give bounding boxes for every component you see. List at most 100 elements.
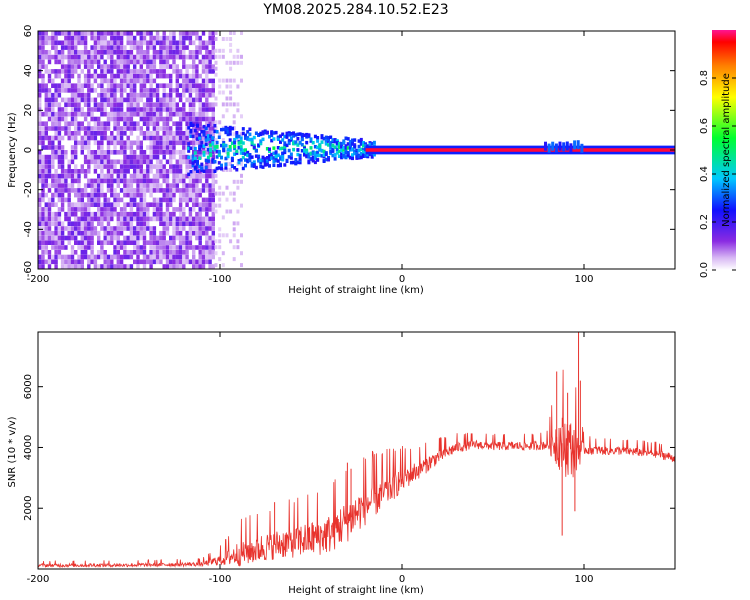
spectrogram-cell: [123, 50, 127, 55]
spectrogram-cell: [97, 64, 101, 69]
spectrogram-cell: [298, 132, 302, 136]
spectrogram-cell: [346, 142, 350, 146]
spectrogram-cell: [119, 240, 124, 245]
spectrogram-cell: [162, 45, 166, 50]
spectrogram-cell: [74, 69, 78, 74]
spectrogram-cell: [205, 26, 208, 31]
spectrogram-cell: [67, 64, 71, 69]
spectrogram-cell: [100, 254, 104, 260]
spectrogram-cell: [192, 97, 196, 103]
spectrogram-cell: [188, 240, 193, 245]
spectrogram-cell: [192, 230, 196, 236]
spectrogram-cell: [337, 149, 341, 154]
spectrogram-cell: [188, 173, 193, 179]
spectrogram-cell: [175, 131, 179, 136]
spectrogram-cell: [106, 188, 111, 193]
spectrogram-cell: [254, 154, 258, 158]
spectrogram-cell: [159, 245, 163, 250]
spectrogram-cell: [54, 254, 58, 260]
spectrogram-cell: [172, 35, 176, 41]
spectrogram-cell: [139, 50, 143, 55]
spectrogram-cell: [51, 140, 55, 146]
spectrogram-cell: [169, 116, 173, 122]
spectrogram-cell: [44, 245, 48, 250]
spectrogram-cell: [225, 209, 229, 214]
spectrogram-cell: [155, 92, 160, 98]
spectrogram-cell: [340, 152, 344, 156]
spectrogram-cell: [80, 107, 84, 112]
spectrogram-cell: [270, 152, 274, 157]
spectrogram-cell: [192, 31, 196, 36]
spectrogram-cell: [74, 116, 78, 122]
spectrogram-cell: [113, 111, 117, 117]
spectrogram-cell: [214, 173, 218, 178]
spectrogram-cell: [116, 45, 120, 50]
spectrogram-cell: [211, 154, 215, 160]
spectrogram-cell: [129, 178, 134, 184]
spectrogram-cell: [60, 183, 65, 188]
spectrogram-cell: [182, 92, 186, 98]
spectrogram-cell: [230, 164, 234, 168]
spectrogram-cell: [165, 178, 170, 184]
spectrogram-cell: [119, 107, 124, 112]
spectrogram-cell: [175, 69, 179, 74]
spectrogram-cell: [221, 251, 225, 256]
spectrogram-cell: [106, 111, 111, 117]
spectrogram-cell: [320, 140, 324, 144]
spectrogram-cell: [261, 159, 265, 163]
spectrogram-cell: [221, 138, 225, 143]
spectrogram-cell: [208, 202, 212, 207]
spectrogram-cell: [162, 121, 166, 126]
spectrogram-cell: [195, 126, 199, 131]
spectrogram-cell: [198, 164, 202, 169]
spectrogram-cell: [103, 178, 107, 184]
spectrogram-cell: [64, 69, 68, 74]
spectrogram-cell: [129, 173, 134, 179]
spectrogram-cell: [87, 73, 91, 79]
spectrogram-cell: [296, 137, 300, 141]
spectrogram-cell: [103, 40, 107, 46]
spectrogram-cell: [187, 146, 191, 151]
spectrogram-cell: [169, 202, 173, 207]
spectrogram-cell: [129, 126, 134, 131]
spectrogram-cell: [214, 203, 218, 208]
spectrogram-cell: [162, 88, 166, 93]
spectrogram-cell: [152, 50, 157, 55]
spectrogram-cell: [74, 59, 78, 65]
spectrogram-cell: [133, 69, 137, 74]
spectrogram-cell: [41, 35, 45, 41]
spectrogram-cell: [64, 245, 68, 250]
spectrogram-cell: [129, 192, 134, 198]
spectrogram-cell: [90, 116, 94, 122]
spectrogram-cell: [198, 88, 202, 93]
spectrogram-cell: [106, 226, 111, 231]
spectrogram-cell: [119, 226, 124, 231]
spectrogram-cell: [159, 259, 163, 265]
spectrogram-cell: [126, 78, 130, 84]
spectrogram-cell: [136, 173, 140, 179]
spectrogram-cell: [192, 40, 196, 46]
spectrogram-cell: [74, 92, 78, 98]
spectrogram-cell: [70, 83, 75, 88]
spectrogram-cell: [100, 264, 104, 269]
spectrogram-cell: [74, 131, 78, 136]
spectrogram-cell: [57, 111, 62, 117]
spectrogram-cell: [100, 50, 104, 55]
spectrogram-cell: [165, 216, 170, 222]
spectrogram-cell: [129, 159, 134, 165]
spectrogram-cell: [201, 173, 206, 179]
spectrogram-cell: [311, 151, 315, 156]
spectrogram-cell: [195, 192, 199, 198]
spectrogram-cell: [169, 188, 173, 193]
spectrogram-cell: [113, 50, 117, 55]
spectrogram-cell: [201, 102, 206, 107]
spectrogram-cell: [97, 230, 101, 236]
spectrogram-cell: [175, 226, 179, 231]
spectrogram-cell: [133, 226, 137, 231]
spectrogram-cell: [213, 124, 217, 128]
spectrogram-cell: [146, 159, 150, 165]
spectrogram-cell: [74, 150, 78, 155]
spectrogram-cell: [283, 134, 287, 139]
spectrogram-cell: [133, 88, 137, 93]
spectrogram-cell: [195, 140, 199, 146]
